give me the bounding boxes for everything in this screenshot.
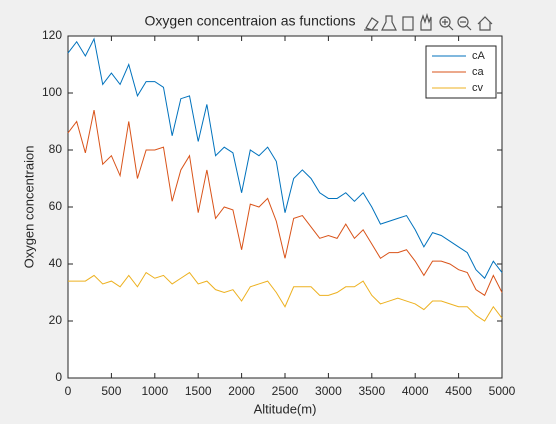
toolbar-icon[interactable] [457,16,469,28]
series-line [67,37,503,280]
y-tick-label: 0 [55,370,62,384]
legend-label: cv [472,82,484,94]
x-tick-label: 3500 [358,384,385,398]
y-tick-label: 100 [42,85,62,99]
toolbar-icon[interactable] [381,15,397,31]
y-tick-label: 40 [49,256,63,270]
series-line [67,110,503,297]
x-tick-label: 2000 [228,384,255,398]
series-line [68,271,503,322]
y-tick-label: 120 [42,28,62,42]
toolbar-icon[interactable] [442,19,454,31]
x-tick-label: 4500 [445,384,472,398]
toolbar-icon[interactable] [460,21,472,31]
chart-title: Oxygen concentraion as functions [145,13,356,29]
toolbar-icon[interactable] [420,12,432,31]
x-axis-label: Altitude(m) [254,401,317,416]
x-tick-label: 5000 [489,384,516,398]
x-tick-label: 2500 [272,384,299,398]
y-tick-label: 20 [49,313,63,327]
x-tick-label: 500 [101,384,121,398]
x-tick-label: 1500 [185,384,212,398]
x-tick-label: 0 [65,384,72,398]
x-tick-label: 1000 [141,384,168,398]
toolbar-icon[interactable] [477,16,493,31]
legend-label: cA [472,50,486,62]
y-tick-label: 60 [49,199,63,213]
x-tick-label: 3000 [315,384,342,398]
y-axis-label: Oxygen concentraion [21,146,36,269]
y-tick-label: 80 [49,142,63,156]
legend-label: ca [472,66,485,78]
toolbar[interactable] [364,12,493,31]
x-tick-label: 4000 [402,384,429,398]
toolbar-icon[interactable] [402,16,414,31]
toolbar-icon[interactable] [439,16,451,28]
toolbar-icon[interactable] [364,17,379,31]
